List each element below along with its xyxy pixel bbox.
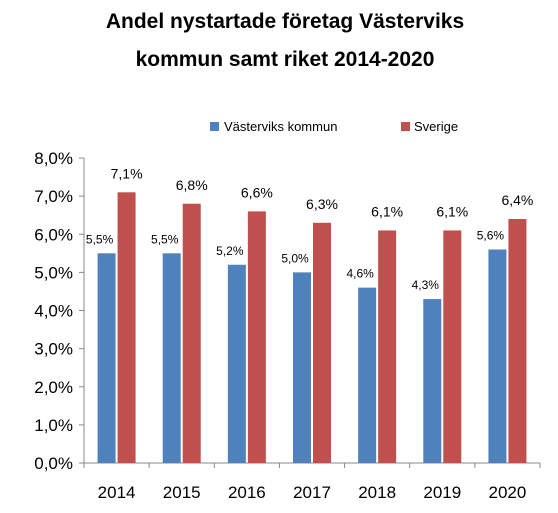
data-label-sverige: 6,1% bbox=[371, 203, 403, 219]
legend-swatch-sverige bbox=[401, 122, 410, 131]
x-tick-label: 2016 bbox=[228, 483, 266, 502]
data-label-sverige: 6,4% bbox=[501, 192, 533, 208]
data-label-sverige: 6,6% bbox=[241, 184, 273, 200]
chart-title-line-2: kommun samt riket 2014-2020 bbox=[136, 48, 435, 71]
bar-vasterviks-2014 bbox=[97, 253, 116, 463]
data-label-vasterviks: 5,0% bbox=[281, 251, 309, 265]
x-tick-label: 2014 bbox=[98, 483, 136, 502]
chart-title: Andel nystartade företag Västerviks komm… bbox=[106, 10, 464, 71]
legend-swatch-vasterviks bbox=[210, 122, 219, 131]
legend-label-sverige: Sverige bbox=[414, 119, 458, 134]
data-label-vasterviks: 5,5% bbox=[86, 232, 114, 246]
y-tick-label: 2,0% bbox=[34, 378, 73, 397]
bar-sverige-2018 bbox=[378, 230, 397, 463]
data-label-vasterviks: 4,3% bbox=[412, 278, 440, 292]
data-label-sverige: 6,8% bbox=[176, 177, 208, 193]
bar-vasterviks-2019 bbox=[423, 299, 442, 463]
data-label-vasterviks: 4,6% bbox=[346, 267, 374, 281]
y-tick-label: 4,0% bbox=[34, 302, 73, 321]
legend: Västerviks kommun Sverige bbox=[210, 119, 458, 134]
bar-vasterviks-2018 bbox=[358, 287, 377, 463]
y-tick-label: 0,0% bbox=[34, 454, 73, 473]
data-labels-group: 5,5% 7,1% 5,5% 6,8% 5,2% 6,6% 5,0% 6,3% 4,6% 6,1%… bbox=[86, 165, 533, 292]
data-label-sverige: 6,1% bbox=[436, 203, 468, 219]
bar-vasterviks-2015 bbox=[162, 253, 181, 463]
bars-group bbox=[97, 192, 527, 463]
bar-sverige-2015 bbox=[182, 203, 201, 463]
bar-sverige-2014 bbox=[117, 192, 136, 463]
data-label-sverige: 7,1% bbox=[111, 165, 143, 181]
x-axis: 2014 2015 2016 2017 2018 2019 2020 bbox=[83, 462, 541, 502]
data-label-vasterviks: 5,5% bbox=[151, 232, 179, 246]
bar-sverige-2016 bbox=[247, 211, 266, 463]
x-tick-label: 2018 bbox=[358, 483, 396, 502]
data-label-vasterviks: 5,2% bbox=[216, 244, 244, 258]
y-tick-label: 5,0% bbox=[34, 263, 73, 282]
chart-title-line-1: Andel nystartade företag Västerviks bbox=[106, 10, 464, 33]
y-tick-label: 1,0% bbox=[34, 416, 73, 435]
data-label-sverige: 6,3% bbox=[306, 196, 338, 212]
bar-sverige-2019 bbox=[443, 230, 462, 463]
legend-label-vasterviks: Västerviks kommun bbox=[224, 119, 337, 134]
bar-vasterviks-2020 bbox=[488, 249, 507, 463]
y-axis: 0,0% 1,0% 2,0% 3,0% 4,0% 5,0% 6,0% 7,0% 8,0% bbox=[34, 149, 85, 473]
bar-vasterviks-2016 bbox=[227, 264, 246, 463]
x-tick-label: 2020 bbox=[489, 483, 527, 502]
x-tick-label: 2015 bbox=[163, 483, 201, 502]
y-tick-label: 3,0% bbox=[34, 340, 73, 359]
x-tick-label: 2017 bbox=[293, 483, 331, 502]
y-tick-label: 6,0% bbox=[34, 225, 73, 244]
x-tick-label: 2019 bbox=[423, 483, 461, 502]
bar-sverige-2017 bbox=[313, 222, 331, 463]
bar-vasterviks-2017 bbox=[293, 272, 311, 463]
data-label-vasterviks: 5,6% bbox=[477, 229, 505, 243]
y-tick-label: 8,0% bbox=[34, 149, 73, 168]
bar-sverige-2020 bbox=[508, 219, 527, 463]
y-tick-label: 7,0% bbox=[34, 187, 73, 206]
